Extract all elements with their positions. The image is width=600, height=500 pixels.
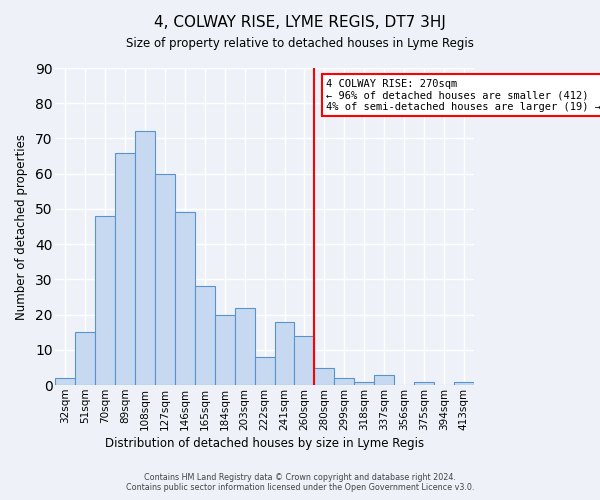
Bar — [95, 216, 115, 385]
Bar — [334, 378, 354, 385]
Bar — [195, 286, 215, 385]
Bar — [75, 332, 95, 385]
Bar — [55, 378, 75, 385]
Bar — [135, 132, 155, 385]
Bar — [314, 368, 334, 385]
Bar — [295, 336, 314, 385]
Bar — [155, 174, 175, 385]
Bar — [275, 322, 295, 385]
Bar — [175, 212, 195, 385]
Text: 4, COLWAY RISE, LYME REGIS, DT7 3HJ: 4, COLWAY RISE, LYME REGIS, DT7 3HJ — [154, 15, 446, 30]
Y-axis label: Number of detached properties: Number of detached properties — [15, 134, 28, 320]
Bar — [414, 382, 434, 385]
Text: Size of property relative to detached houses in Lyme Regis: Size of property relative to detached ho… — [126, 38, 474, 51]
Text: Contains HM Land Registry data © Crown copyright and database right 2024.
Contai: Contains HM Land Registry data © Crown c… — [126, 473, 474, 492]
X-axis label: Distribution of detached houses by size in Lyme Regis: Distribution of detached houses by size … — [105, 437, 424, 450]
Bar — [235, 308, 254, 385]
Bar — [115, 152, 135, 385]
Text: 4 COLWAY RISE: 270sqm
← 96% of detached houses are smaller (412)
4% of semi-deta: 4 COLWAY RISE: 270sqm ← 96% of detached … — [326, 78, 600, 112]
Bar — [454, 382, 474, 385]
Bar — [354, 382, 374, 385]
Bar — [374, 374, 394, 385]
Bar — [254, 357, 275, 385]
Bar — [215, 314, 235, 385]
